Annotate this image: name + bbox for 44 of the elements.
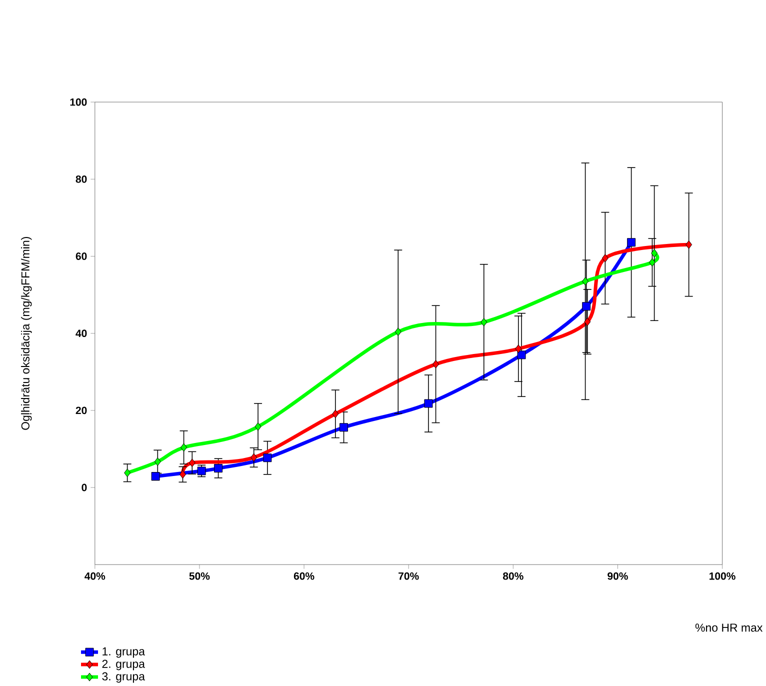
point xyxy=(515,344,522,354)
point xyxy=(214,464,223,473)
point xyxy=(179,470,186,479)
point xyxy=(263,454,272,462)
point xyxy=(424,399,433,408)
legend-label: 2. grupa xyxy=(102,660,145,670)
point xyxy=(584,318,591,326)
point xyxy=(180,443,188,452)
y-tick-label: 20 xyxy=(76,406,87,414)
point xyxy=(254,422,262,431)
point xyxy=(517,350,526,360)
point xyxy=(651,249,658,258)
y-tick-label: 40 xyxy=(76,330,87,338)
point xyxy=(250,453,258,462)
point xyxy=(197,466,206,476)
point xyxy=(582,277,589,286)
point xyxy=(394,328,402,336)
x-tick-label: 80% xyxy=(502,572,524,580)
point xyxy=(124,468,131,478)
legend-label: 1. grupa xyxy=(102,648,145,658)
point xyxy=(686,240,692,250)
point xyxy=(188,458,196,468)
point xyxy=(582,302,591,311)
x-tick-label: 70% xyxy=(398,572,419,580)
point xyxy=(340,423,348,432)
y-tick-label: 60 xyxy=(76,252,87,260)
x-tick-label: 40% xyxy=(84,572,106,580)
point xyxy=(648,258,656,267)
point xyxy=(332,410,339,418)
point xyxy=(154,458,161,466)
y-axis-title: Ogļhidrātu oksidācija (mg/kgFFM/min) xyxy=(21,237,32,430)
legend-label: 3. grupa xyxy=(102,672,145,683)
x-tick-label: 60% xyxy=(294,572,314,580)
y-tick-label: 100 xyxy=(70,98,87,106)
x-tick-label: 50% xyxy=(189,572,210,580)
x-tick-label: 100% xyxy=(710,572,736,580)
point xyxy=(432,360,440,369)
y-tick-label: 80 xyxy=(76,176,87,183)
x-tick-label: 90% xyxy=(608,572,628,580)
point xyxy=(602,254,608,263)
y-tick-label: 0 xyxy=(82,484,87,492)
point xyxy=(627,238,636,247)
x-axis-title: %no HR max xyxy=(695,624,763,632)
point xyxy=(480,318,488,327)
